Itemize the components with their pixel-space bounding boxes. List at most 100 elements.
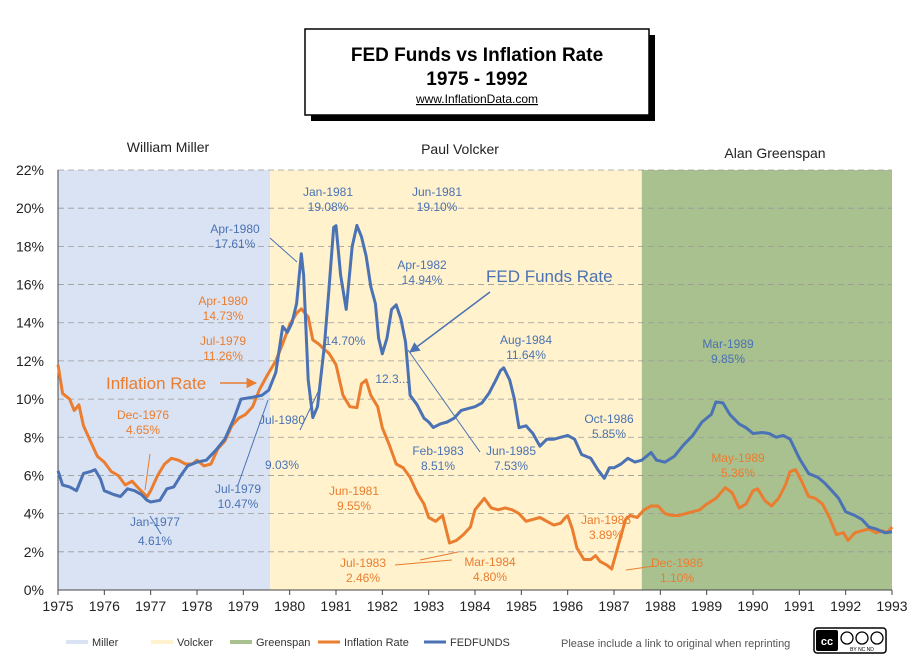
data-label-date: May-1989 xyxy=(711,451,765,465)
x-tick-label: 1979 xyxy=(228,598,259,614)
leader-line xyxy=(237,399,269,486)
x-tick-label: 1980 xyxy=(274,598,305,614)
data-label-value: 9.55% xyxy=(337,499,371,513)
data-label-date: Jul-1979 xyxy=(200,334,246,348)
data-label-value: 9.85% xyxy=(711,352,745,366)
data-label-value: 7.53% xyxy=(494,459,528,473)
x-tick-label: 1977 xyxy=(135,598,166,614)
x-tick-label: 1991 xyxy=(784,598,815,614)
y-tick-label: 16% xyxy=(16,277,44,293)
data-label-date: Jun-1981 xyxy=(412,185,462,199)
data-label-value: 19.08% xyxy=(308,200,349,214)
leader-line xyxy=(407,349,481,453)
y-tick-label: 18% xyxy=(16,238,44,254)
x-tick-label: 1983 xyxy=(413,598,444,614)
legend-label: Inflation Rate xyxy=(344,637,409,649)
leader-line xyxy=(269,237,298,263)
legend-item: Volcker xyxy=(151,637,213,649)
leader-line xyxy=(625,565,655,571)
x-tick-label: 1984 xyxy=(459,598,490,614)
data-label-value: 5.85% xyxy=(592,427,626,441)
data-label-value: 10.47% xyxy=(218,497,259,511)
data-label-value: 5.36% xyxy=(721,466,755,480)
data-label-date: Jan-1981 xyxy=(303,185,353,199)
data-label-date: Jul-1980 xyxy=(259,413,305,427)
y-tick-label: 4% xyxy=(24,506,44,522)
x-tick-label: 1989 xyxy=(691,598,722,614)
leader-line xyxy=(299,391,319,431)
data-label-date: Jan-1986 xyxy=(581,513,631,527)
data-label: Jul-1980 9.03% xyxy=(259,413,305,472)
data-label-date: Dec-1976 xyxy=(117,408,169,422)
data-label-value: 12.3... xyxy=(375,372,408,386)
y-tick-label: 2% xyxy=(24,544,44,560)
data-label-value: 1.10% xyxy=(660,571,694,585)
legend-swatch xyxy=(230,640,252,644)
data-label-date: Apr-1980 xyxy=(198,294,248,308)
leader-line xyxy=(149,515,162,535)
title-box: FED Funds vs Inflation Rate 1975 - 1992 … xyxy=(304,28,655,121)
cc-icon: cc xyxy=(821,636,833,648)
fed-funds-callout-arrow xyxy=(409,291,491,353)
x-tick-label: 1992 xyxy=(830,598,861,614)
license-sub: BY NC ND xyxy=(850,647,874,653)
era-label-volcker: Paul Volcker xyxy=(421,141,499,157)
data-label-value: 11.26% xyxy=(203,349,243,363)
y-tick-label: 22% xyxy=(16,162,44,178)
era-band-greenspan xyxy=(641,170,892,590)
data-label-value: 14.73% xyxy=(203,309,244,323)
reprint-note: Please include a link to original when r… xyxy=(561,638,790,650)
legend-swatch xyxy=(66,640,88,644)
legend-label: Miller xyxy=(92,637,119,649)
era-band-miller xyxy=(58,170,271,590)
era-label-greenspan: Alan Greenspan xyxy=(724,145,825,161)
data-label: Jan-1977 4.61% xyxy=(130,515,180,548)
y-tick-label: 6% xyxy=(24,467,44,483)
x-tick-label: 1976 xyxy=(89,598,120,614)
data-label-value: 9.03% xyxy=(265,458,299,472)
source-url[interactable]: www.InflationData.com xyxy=(415,92,538,106)
data-label-date: Mar-1989 xyxy=(702,337,754,351)
legend-label: Volcker xyxy=(177,637,213,649)
x-tick-label: 1986 xyxy=(552,598,583,614)
legend-swatch xyxy=(151,640,173,644)
data-label-date: Jun-1981 xyxy=(329,484,379,498)
data-label-value: 4.80% xyxy=(473,570,507,584)
leader-line xyxy=(394,559,453,566)
x-tick-label: 1978 xyxy=(181,598,212,614)
chart-title: FED Funds vs Inflation Rate xyxy=(351,45,603,66)
legend-item: FEDFUNDS xyxy=(424,637,510,649)
data-label-date: Oct-1986 xyxy=(584,412,634,426)
era-band-volcker xyxy=(270,170,642,590)
x-tick-label: 1982 xyxy=(367,598,398,614)
data-label-value: 14.94% xyxy=(402,273,443,287)
license-badge[interactable]: cc BY NC ND xyxy=(813,627,887,654)
x-tick-label: 1981 xyxy=(320,598,351,614)
y-tick-label: 0% xyxy=(24,582,44,598)
legend: Miller Volcker Greenspan Inflation Rate FEDF… xyxy=(66,637,510,649)
data-label: 14.70% xyxy=(325,334,366,348)
data-label-value: 4.65% xyxy=(126,423,160,437)
x-tick-label: 1985 xyxy=(506,598,537,614)
data-label-date: Apr-1982 xyxy=(397,258,447,272)
data-label-date: Apr-1980 xyxy=(210,222,260,236)
leader-line xyxy=(419,551,459,561)
data-label-value: 19.10% xyxy=(417,200,458,214)
data-label-value: 3.89% xyxy=(589,528,623,542)
data-label-date: Jul-1979 xyxy=(215,482,261,496)
legend-label: FEDFUNDS xyxy=(450,637,510,649)
